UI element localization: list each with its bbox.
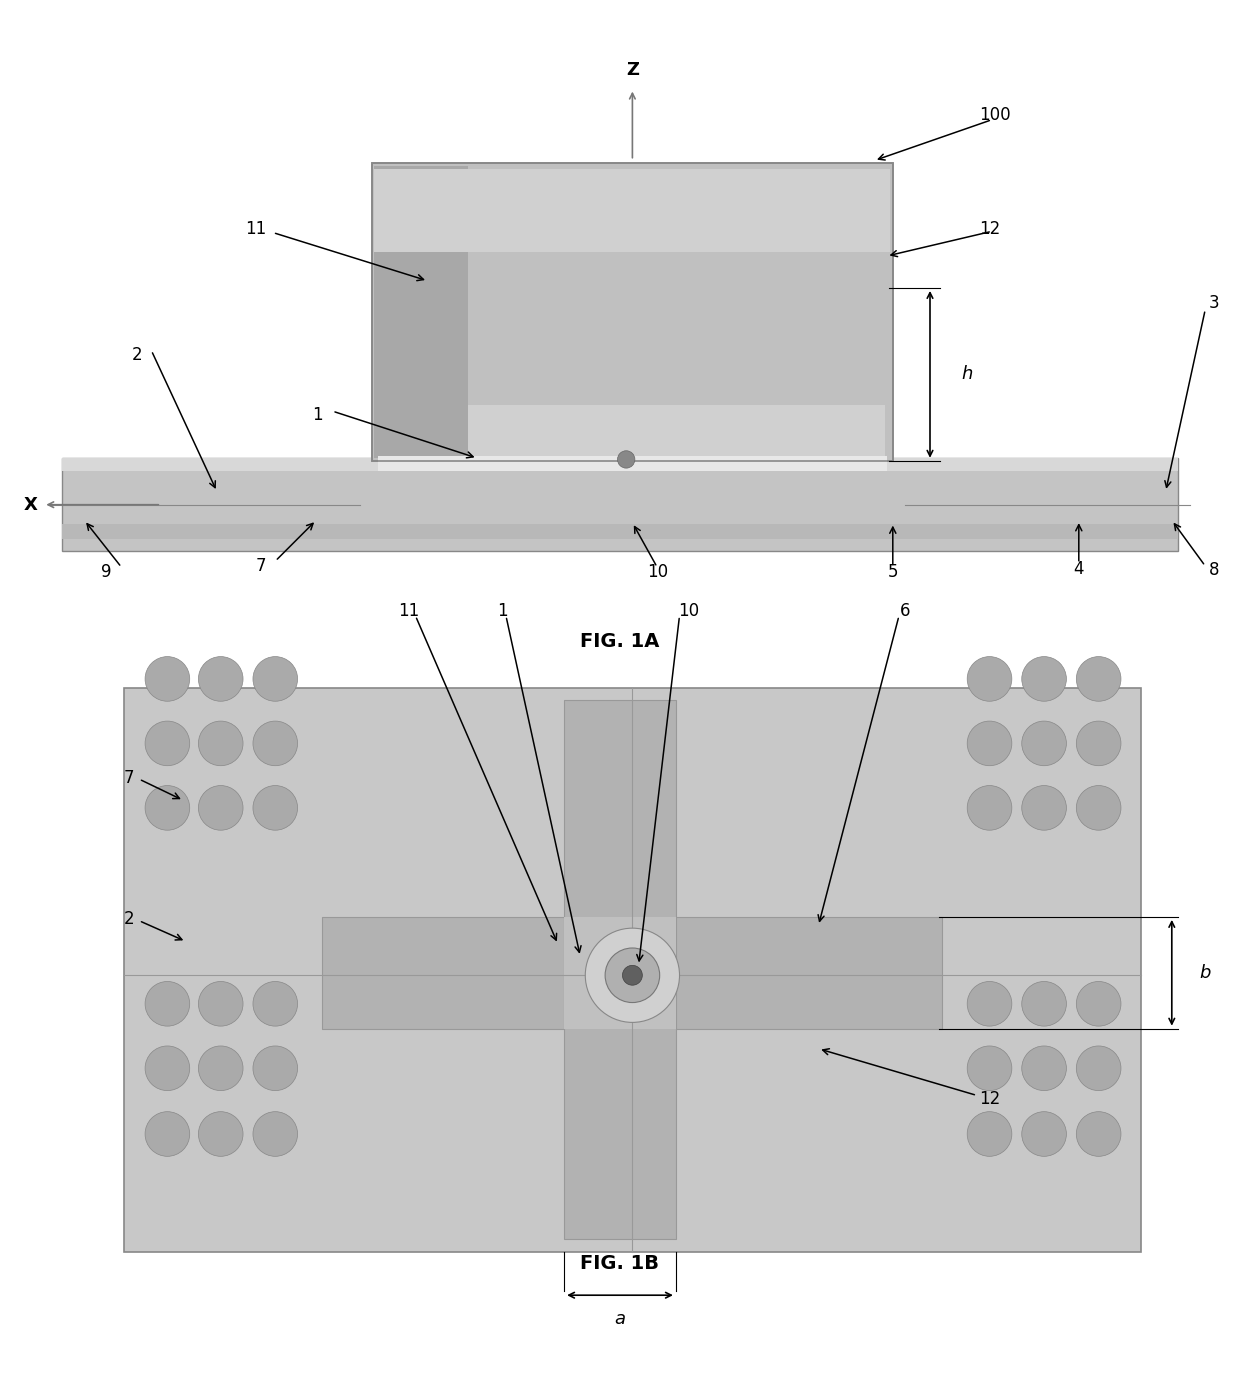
Circle shape: [967, 1112, 1012, 1156]
Circle shape: [967, 1046, 1012, 1091]
Circle shape: [253, 785, 298, 830]
Text: Z: Z: [626, 60, 639, 78]
Text: 2: 2: [123, 910, 134, 928]
Circle shape: [967, 721, 1012, 766]
Text: X: X: [24, 496, 37, 514]
Bar: [62, 458, 1178, 552]
Bar: [124, 687, 1141, 1252]
Bar: [322, 917, 942, 1029]
Bar: [374, 165, 469, 458]
Text: 8: 8: [1209, 561, 1219, 578]
Text: 12: 12: [980, 1091, 1001, 1109]
Circle shape: [145, 721, 190, 766]
Circle shape: [1022, 785, 1066, 830]
Text: 4: 4: [1074, 560, 1084, 578]
Text: 11: 11: [398, 602, 420, 620]
Circle shape: [1022, 657, 1066, 701]
Circle shape: [967, 785, 1012, 830]
Circle shape: [618, 451, 635, 468]
Text: FIG. 1A: FIG. 1A: [580, 631, 660, 651]
Circle shape: [1022, 981, 1066, 1026]
Text: FIG. 1B: FIG. 1B: [580, 1254, 660, 1273]
Text: 100: 100: [980, 106, 1012, 123]
Circle shape: [1076, 1112, 1121, 1156]
Circle shape: [585, 928, 680, 1022]
Circle shape: [253, 657, 298, 701]
Circle shape: [253, 721, 298, 766]
Circle shape: [1076, 721, 1121, 766]
Circle shape: [967, 657, 1012, 701]
Text: 7: 7: [257, 557, 267, 575]
Text: 1: 1: [311, 406, 322, 424]
Circle shape: [198, 721, 243, 766]
Bar: [62, 524, 1178, 539]
Circle shape: [1076, 657, 1121, 701]
Circle shape: [1022, 1046, 1066, 1091]
Bar: [378, 456, 887, 470]
Text: 7: 7: [124, 769, 134, 787]
Bar: [469, 405, 885, 458]
Circle shape: [145, 981, 190, 1026]
Circle shape: [605, 948, 660, 1002]
Circle shape: [198, 1112, 243, 1156]
Bar: [372, 162, 893, 461]
Circle shape: [145, 657, 190, 701]
Circle shape: [198, 981, 243, 1026]
Circle shape: [1076, 1046, 1121, 1091]
Text: 10: 10: [677, 602, 699, 620]
Text: a: a: [615, 1310, 625, 1329]
Text: 2: 2: [131, 346, 143, 364]
Bar: [564, 917, 676, 1029]
Circle shape: [145, 1112, 190, 1156]
Circle shape: [198, 785, 243, 830]
Circle shape: [622, 966, 642, 986]
Bar: [372, 162, 893, 461]
Circle shape: [198, 1046, 243, 1091]
Circle shape: [253, 981, 298, 1026]
Text: 3: 3: [1209, 294, 1220, 312]
Text: 6: 6: [900, 602, 910, 620]
Circle shape: [1076, 981, 1121, 1026]
Circle shape: [253, 1112, 298, 1156]
Bar: [374, 169, 890, 252]
Text: 10: 10: [646, 563, 668, 581]
Circle shape: [1022, 721, 1066, 766]
Circle shape: [1022, 1112, 1066, 1156]
Circle shape: [145, 1046, 190, 1091]
Text: 1: 1: [497, 602, 507, 620]
Circle shape: [253, 1046, 298, 1091]
Circle shape: [1076, 785, 1121, 830]
Text: 11: 11: [246, 220, 267, 238]
Bar: [564, 700, 676, 1239]
Text: h: h: [961, 365, 972, 384]
Bar: [62, 458, 1178, 470]
Text: 5: 5: [888, 563, 898, 581]
Circle shape: [145, 785, 190, 830]
Text: b: b: [1199, 963, 1210, 981]
Circle shape: [967, 981, 1012, 1026]
Text: 12: 12: [980, 220, 1001, 238]
Circle shape: [198, 657, 243, 701]
Text: 9: 9: [102, 563, 112, 581]
